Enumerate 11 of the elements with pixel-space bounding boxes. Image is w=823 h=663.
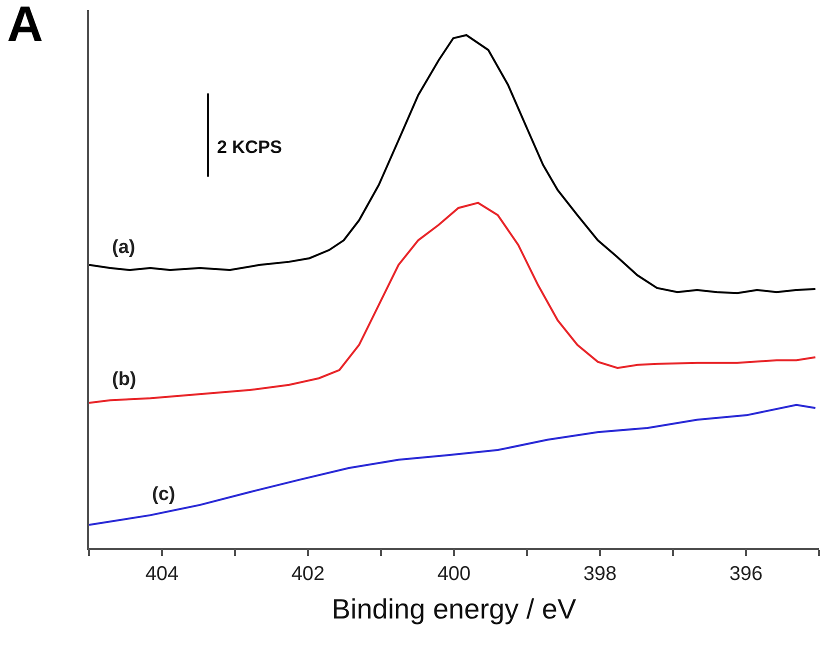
x-tick-label: 398 bbox=[583, 563, 617, 585]
x-tick-label: 404 bbox=[145, 563, 179, 585]
series-label: (a) bbox=[112, 237, 136, 258]
x-tick-label: 402 bbox=[291, 563, 325, 585]
x-axis-title: Binding energy / eV bbox=[332, 594, 577, 625]
x-tick-label: 396 bbox=[729, 563, 763, 585]
series-label: (b) bbox=[112, 369, 136, 390]
series-label: (c) bbox=[152, 484, 176, 505]
annotation: 2 KCPS bbox=[217, 137, 282, 157]
text: A bbox=[7, 0, 44, 52]
x-tick-label: 400 bbox=[437, 563, 471, 585]
